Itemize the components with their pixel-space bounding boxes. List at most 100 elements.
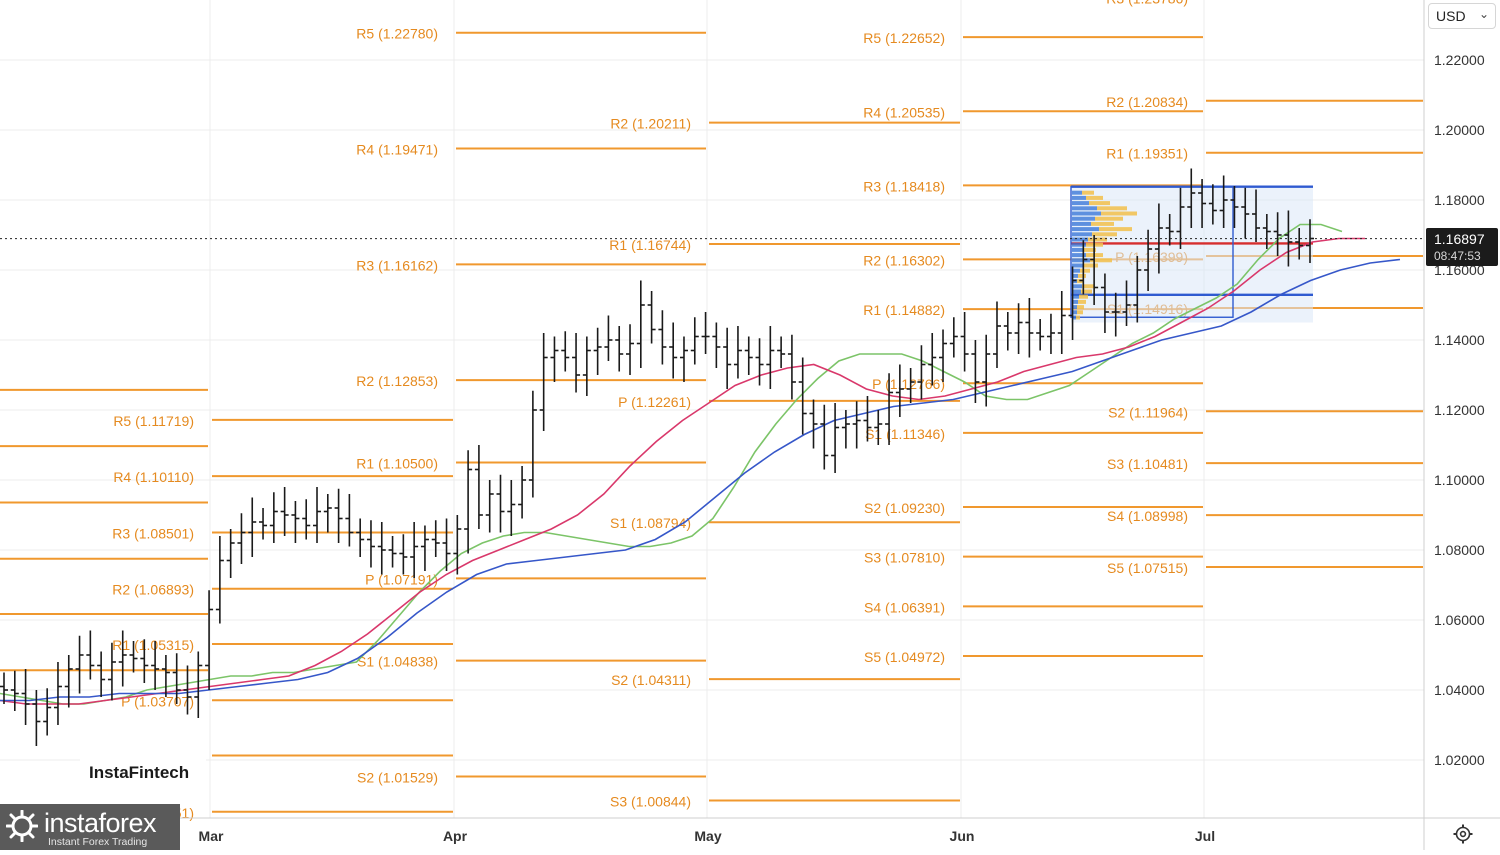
volume-bar-b <box>1090 258 1112 263</box>
volume-bar-b <box>1101 211 1137 216</box>
volume-bar-a <box>1072 289 1081 294</box>
pivot-label: R1 (1.10500) <box>356 456 438 472</box>
volume-bar-a <box>1072 263 1084 268</box>
watermark-name: instaforex <box>44 808 157 838</box>
volume-bar-a <box>1072 273 1078 278</box>
pivot-label: S4 (1.06391) <box>864 599 945 615</box>
volume-bar-b <box>1086 195 1103 200</box>
x-tick-label: Jun <box>950 828 975 844</box>
pivot-label: S1 (1.04838) <box>357 654 438 670</box>
pivot-label: R4 (1.20535) <box>863 104 945 120</box>
pivot-label: S2 (1.11964) <box>1108 404 1188 420</box>
pivot-label: R3 (1.18418) <box>863 178 945 194</box>
volume-bar-b <box>1076 315 1080 320</box>
volume-profile-outline <box>1070 185 1234 318</box>
pivot-label: S4 (1.08998) <box>1107 508 1188 524</box>
pivot-label: R1 (1.19351) <box>1106 146 1188 162</box>
y-tick-label: 1.20000 <box>1434 122 1485 138</box>
volume-bar-a <box>1072 310 1077 315</box>
chevron-down-icon: ⌄ <box>1478 7 1489 21</box>
volume-bar-a <box>1072 253 1086 258</box>
pivot-label: R5 (1.11719) <box>113 413 194 429</box>
gear-icon[interactable] <box>1452 823 1474 845</box>
pivot-label: S1 (1.11346) <box>865 426 945 442</box>
y-tick-label: 1.10000 <box>1434 472 1485 488</box>
y-tick-label: 1.22000 <box>1434 52 1485 68</box>
volume-bar-b <box>1082 190 1094 195</box>
volume-bar-a <box>1072 315 1076 320</box>
pivot-label: R1 (1.05315) <box>112 637 194 653</box>
volume-bar-b <box>1078 299 1086 304</box>
volume-bar-b <box>1081 289 1092 294</box>
volume-bar-a <box>1072 216 1095 221</box>
volume-bar-a <box>1072 284 1082 289</box>
pivot-label: P (1.12261) <box>618 394 691 410</box>
x-tick-label: Mar <box>199 828 224 844</box>
instaforex-logo-icon <box>6 810 38 842</box>
bar-countdown: 08:47:53 <box>1434 249 1481 263</box>
volume-bar-a <box>1072 206 1097 211</box>
volume-bar-a <box>1072 268 1080 273</box>
pivot-label: R2 (1.20211) <box>610 116 691 132</box>
grid <box>0 0 1424 818</box>
pivot-label: R5 (1.22780) <box>356 26 438 42</box>
brand-label: InstaFintech <box>89 763 190 782</box>
volume-bar-a <box>1072 305 1077 310</box>
volume-bar-b <box>1079 294 1088 299</box>
pivot-label: S3 (1.00844) <box>610 793 691 809</box>
pivot-label: S2 (1.01529) <box>357 769 438 785</box>
pivot-label: S2 (1.09230) <box>864 500 945 516</box>
volume-bar-a <box>1072 242 1086 247</box>
volume-bar-b <box>1078 273 1086 278</box>
volume-bar-a <box>1072 258 1090 263</box>
pivot-label: R4 (1.10110) <box>113 469 194 485</box>
x-tick-label: Jul <box>1195 828 1215 844</box>
candles <box>0 168 1314 746</box>
volume-bar-b <box>1091 221 1114 226</box>
volume-bar-a <box>1072 232 1092 237</box>
volume-bar-b <box>1095 216 1123 221</box>
pivot-label: S1 (1.08794) <box>610 515 691 531</box>
y-tick-label: 1.04000 <box>1434 682 1485 698</box>
last-price-tag: 1.16897 08:47:53 <box>1426 228 1498 266</box>
pivot-label: R2 (1.16302) <box>863 252 945 268</box>
y-tick-label: 1.12000 <box>1434 402 1485 418</box>
volume-bar-b <box>1083 247 1096 252</box>
pivot-label: R1 (1.14882) <box>863 302 945 318</box>
volume-bar-b <box>1099 227 1132 232</box>
brand-box: InstaFintech <box>80 736 206 802</box>
volume-bar-a <box>1072 190 1082 195</box>
volume-bar-a <box>1072 211 1101 216</box>
pivot-label: R2 (1.06893) <box>112 582 194 598</box>
sma-mid-line <box>0 237 1365 705</box>
pivot-label: S5 (1.07515) <box>1107 560 1188 576</box>
volume-bar-b <box>1089 201 1110 206</box>
volume-bar-b <box>1092 232 1117 237</box>
volume-bar-a <box>1072 299 1078 304</box>
pivot-label: S2 (1.04311) <box>611 672 691 688</box>
moving-averages <box>0 223 1401 705</box>
volume-bar-b <box>1097 206 1127 211</box>
currency-select[interactable]: USD ⌄ <box>1428 3 1496 29</box>
watermark: instaforex Instant Forex Trading <box>0 804 180 850</box>
y-tick-label: 1.08000 <box>1434 542 1485 558</box>
volume-bar-a <box>1072 221 1091 226</box>
pivot-label: R1 (1.16744) <box>609 237 691 253</box>
pivot-levels: R5 (1.11719) R4 (1.10110) R3 (1.08501) R2 (… <box>0 0 1423 821</box>
y-tick-label: 1.02000 <box>1434 752 1485 768</box>
pivot-label: R2 (1.20834) <box>1106 94 1188 110</box>
volume-bar-a <box>1072 237 1088 242</box>
sma-slow-line <box>0 258 1401 702</box>
pivot-label: R5 (1.22652) <box>863 30 945 46</box>
last-price-value: 1.16897 <box>1434 231 1485 247</box>
volume-bar-b <box>1077 310 1083 315</box>
pivot-label: P (1.07191) <box>365 571 438 587</box>
volume-bar-b <box>1088 237 1107 242</box>
volume-bar-a <box>1072 201 1089 206</box>
volume-bar-a <box>1072 247 1083 252</box>
currency-label: USD <box>1436 8 1466 24</box>
pivot-label: R3 (1.23786) <box>1106 0 1188 6</box>
